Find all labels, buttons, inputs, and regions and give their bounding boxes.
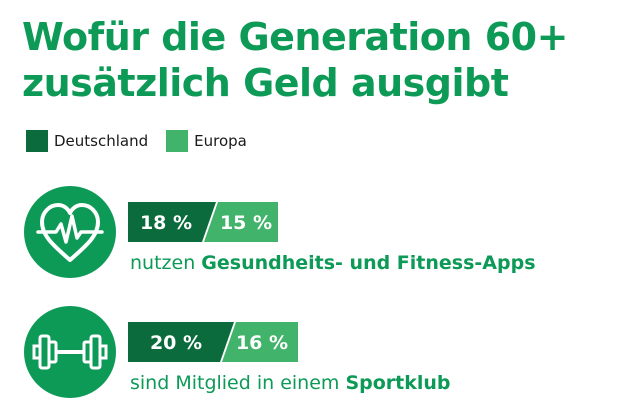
bar-deutschland-sportklub bbox=[128, 322, 234, 362]
caption-bold: Sportklub bbox=[345, 372, 451, 394]
title-line-1: Wofür die Generation 60+ bbox=[22, 15, 568, 59]
legend-label-deutschland: Deutschland bbox=[54, 132, 149, 150]
caption-sportklub: sind Mitglied in einem Sportklub bbox=[130, 372, 451, 394]
legend-label-europa: Europa bbox=[194, 132, 247, 150]
legend-item-europa: Europa bbox=[166, 130, 247, 152]
title-line-2: zusätzlich Geld ausgibt bbox=[22, 61, 509, 105]
value-label-europa-fitness-apps: 15 % bbox=[220, 212, 272, 234]
bar-europa-sportklub bbox=[222, 322, 298, 362]
legend-swatch-europa bbox=[166, 130, 189, 152]
caption-prefix: sind Mitglied in einem bbox=[130, 372, 346, 394]
row-sportklub: 20 % 16 % sind Mitglied in einem Sportkl… bbox=[0, 306, 630, 406]
value-label-europa-sportklub: 16 % bbox=[236, 332, 288, 354]
legend-item-deutschland: Deutschland bbox=[26, 130, 148, 152]
bar-deutschland-fitness-apps bbox=[128, 202, 216, 242]
bar-group-sportklub: 20 % 16 % bbox=[128, 322, 298, 362]
legend: Deutschland Europa bbox=[26, 130, 265, 152]
caption-bold: Gesundheits- und Fitness-Apps bbox=[201, 252, 536, 274]
legend-swatch-deutschland bbox=[26, 130, 48, 152]
row-fitness-apps: 18 % 15 % nutzen Gesundheits- und Fitnes… bbox=[0, 186, 630, 286]
heart-pulse-icon bbox=[24, 186, 116, 278]
dumbbell-icon bbox=[24, 306, 116, 398]
bar-europa-fitness-apps bbox=[204, 202, 278, 242]
page-title: Wofür die Generation 60+ zusätzlich Geld… bbox=[22, 14, 622, 106]
value-label-deutschland-fitness-apps: 18 % bbox=[140, 212, 192, 234]
bar-group-fitness-apps: 18 % 15 % bbox=[128, 202, 278, 242]
caption-fitness-apps: nutzen Gesundheits- und Fitness-Apps bbox=[130, 252, 536, 274]
caption-prefix: nutzen bbox=[130, 252, 202, 274]
value-label-deutschland-sportklub: 20 % bbox=[150, 332, 202, 354]
